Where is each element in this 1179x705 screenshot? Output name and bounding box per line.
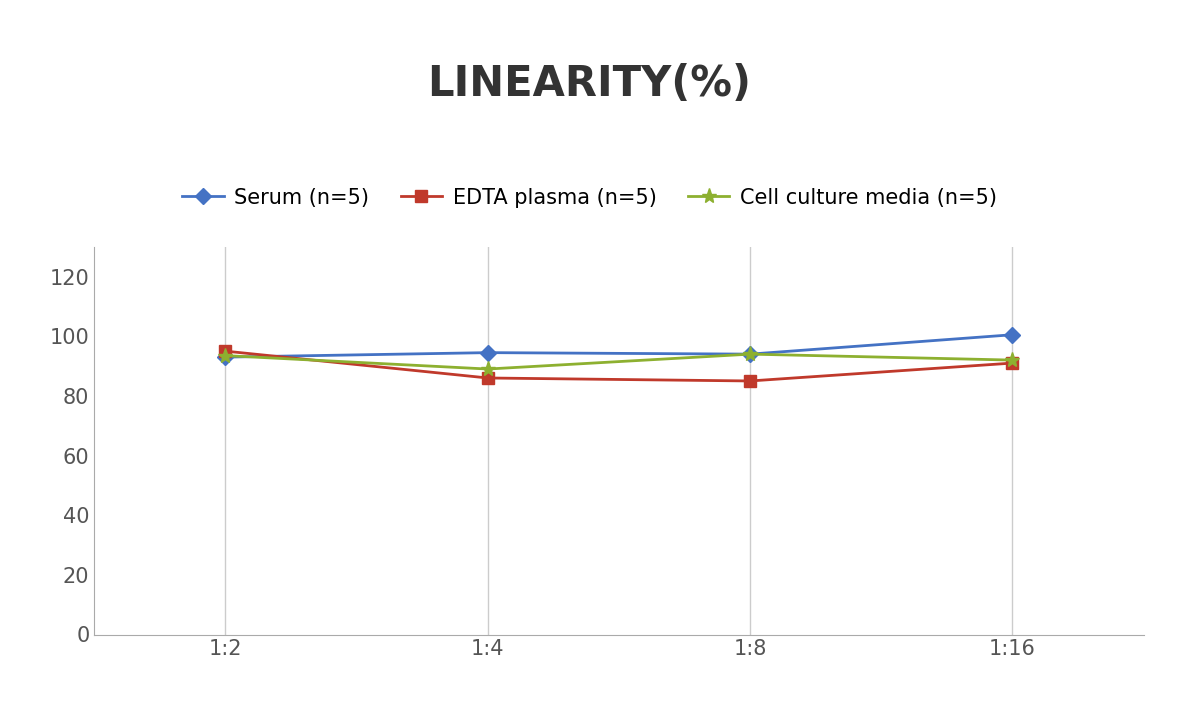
EDTA plasma (n=5) [218, 347, 232, 355]
Cell culture media (n=5) [743, 350, 757, 358]
Line: Serum (n=5): Serum (n=5) [220, 329, 1017, 362]
Line: EDTA plasma (n=5): EDTA plasma (n=5) [220, 345, 1017, 386]
EDTA plasma (n=5) [1006, 359, 1020, 367]
Serum (n=5) [1006, 331, 1020, 339]
Cell culture media (n=5) [1006, 356, 1020, 364]
Legend: Serum (n=5), EDTA plasma (n=5), Cell culture media (n=5): Serum (n=5), EDTA plasma (n=5), Cell cul… [173, 180, 1006, 216]
Text: LINEARITY(%): LINEARITY(%) [428, 63, 751, 106]
Serum (n=5) [481, 348, 495, 357]
EDTA plasma (n=5) [743, 376, 757, 385]
Cell culture media (n=5) [218, 351, 232, 360]
Line: Cell culture media (n=5): Cell culture media (n=5) [218, 346, 1020, 376]
Serum (n=5) [218, 353, 232, 362]
Cell culture media (n=5) [481, 364, 495, 373]
EDTA plasma (n=5) [481, 374, 495, 382]
Serum (n=5) [743, 350, 757, 358]
